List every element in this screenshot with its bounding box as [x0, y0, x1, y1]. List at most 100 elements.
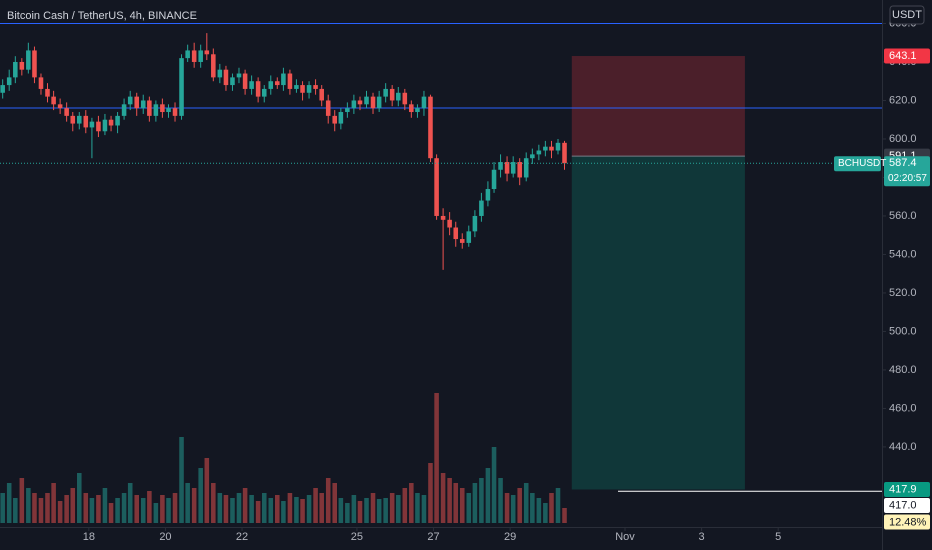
volume-bar [555, 488, 561, 523]
volume-bar [0, 493, 5, 523]
candle-body [440, 215, 446, 220]
volume-bar [389, 493, 395, 523]
candle-body [13, 61, 18, 78]
volume-bar [249, 495, 254, 523]
candle-body [0, 85, 5, 93]
candle-body [191, 50, 197, 62]
last-price: 587.4 [889, 157, 917, 169]
candle-body [115, 115, 120, 126]
candle-body [306, 85, 312, 93]
candle-body [325, 100, 331, 116]
candle-body [287, 73, 293, 89]
candle-body [230, 77, 235, 86]
currency-label[interactable]: USDT [892, 9, 922, 21]
volume-bar [530, 493, 535, 523]
target-line-tag: 417.0 [889, 499, 917, 511]
x-tick-label: 3 [699, 531, 705, 543]
volume-bar [523, 483, 529, 523]
y-tick-label: 600.0 [889, 133, 917, 145]
candle-body [428, 96, 433, 159]
volume-bar [76, 473, 82, 523]
candle-body [96, 121, 101, 132]
volume-bar [217, 493, 223, 523]
y-tick-label: 540.0 [889, 248, 917, 260]
volume-bar [281, 501, 286, 523]
volume-bar [57, 501, 63, 523]
candle-body [415, 108, 420, 113]
volume-bar [242, 488, 248, 523]
candle-body [179, 58, 184, 116]
candle-body [357, 100, 363, 105]
volume-bar [402, 488, 408, 523]
chart-title: Bitcoin Cash / TetherUS, 4h, BINANCE [7, 10, 197, 22]
volume-bar [536, 498, 542, 523]
candle-body [479, 200, 484, 216]
candle-body [543, 146, 548, 151]
volume-bar [376, 499, 382, 523]
candle-body [172, 108, 178, 116]
volume-bar [498, 478, 503, 523]
candle-body [466, 231, 472, 243]
y-tick-label: 520.0 [889, 287, 917, 299]
volume-bar [409, 483, 414, 523]
volume-bar [108, 503, 114, 523]
candle-body [64, 108, 69, 116]
candle-body [185, 50, 190, 59]
candle-body [255, 81, 261, 97]
volume-bar [332, 483, 338, 523]
candle-body [434, 158, 439, 216]
candle-body [421, 96, 427, 109]
symbol-tag: BCHUSDT [838, 158, 886, 169]
volume-bar [491, 447, 497, 523]
last-tag-bg [884, 156, 930, 187]
candle-body [376, 96, 382, 109]
candle-body [459, 239, 465, 243]
candle-body [549, 146, 554, 151]
y-tick-label: 460.0 [889, 402, 917, 414]
y-tick-label: 560.0 [889, 210, 917, 222]
volume-bar [26, 488, 31, 523]
currency-button[interactable] [889, 5, 925, 25]
candle-body [249, 81, 254, 89]
candle-body [70, 115, 76, 124]
volume-bar [485, 468, 491, 523]
target-line-tag-bg [884, 497, 930, 513]
candle-body [268, 81, 274, 89]
y-tick-label: 500.0 [889, 325, 917, 337]
volume-bar [185, 483, 190, 523]
volume-bar [421, 495, 427, 523]
candle-body [274, 81, 280, 86]
volume-bar [543, 503, 548, 523]
candle-body [38, 77, 44, 89]
volume-bar [19, 478, 25, 523]
volume-bar [204, 458, 210, 523]
volume-bar [198, 468, 203, 523]
candle-body [160, 104, 165, 113]
volume-bar [38, 498, 44, 523]
volume-bar [364, 498, 369, 523]
volume-bar [121, 493, 127, 523]
candle-body [45, 88, 50, 97]
volume-bar [319, 493, 324, 523]
volume-bar [236, 493, 242, 523]
candle-body [300, 85, 305, 93]
candle-body [536, 150, 542, 155]
volume-bar [166, 498, 171, 523]
volume-bar [517, 488, 522, 523]
volume-bar [447, 478, 452, 523]
volume-bar [459, 488, 465, 523]
volume-bar [83, 493, 89, 523]
candle-body [217, 69, 223, 78]
candle-body [523, 158, 529, 178]
candle-body [108, 119, 114, 126]
candle-body [140, 100, 146, 109]
volume-bar [338, 498, 344, 523]
volume-bar [140, 498, 146, 523]
candle-body [402, 92, 408, 105]
volume-bar [70, 488, 76, 523]
volume-bar [179, 437, 184, 523]
candle-body [204, 50, 210, 55]
volume-bar [127, 483, 133, 523]
